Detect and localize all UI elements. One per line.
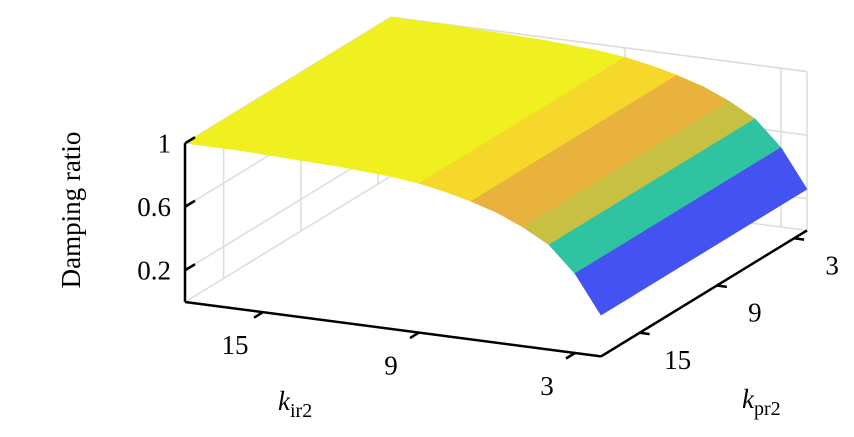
x-label-symbol: k: [278, 386, 291, 416]
y-tick: [793, 237, 805, 241]
y-tick-label: 15: [664, 345, 691, 375]
z-tick-label: 1: [158, 128, 172, 158]
y-tick: [639, 331, 650, 336]
z-tick: [184, 263, 196, 272]
box-edge: [184, 175, 392, 303]
x-label-subscript: ir2: [290, 400, 312, 422]
x-axis-label: kir2: [278, 386, 312, 422]
y-axis-label: kpr2: [742, 384, 781, 420]
x-tick-label: 15: [222, 330, 249, 360]
y-tick: [716, 284, 728, 289]
y-tick-label: 9: [748, 298, 762, 328]
z-axis-label: Damping ratio: [56, 132, 86, 289]
x-tick: [565, 351, 576, 360]
y-tick-label: 3: [825, 250, 839, 280]
y-label-symbol: k: [742, 384, 755, 414]
z-tick: [184, 136, 196, 145]
x-tick: [409, 331, 420, 340]
x-tick: [253, 311, 264, 319]
z-tick-label: 0.2: [137, 255, 171, 285]
z-tick-label: 0.6: [137, 192, 171, 222]
x-axis: [184, 300, 602, 358]
y-label-subscript: pr2: [754, 398, 781, 420]
surface-strip: [574, 147, 808, 316]
y-axis: [600, 229, 808, 358]
x-tick-label: 9: [384, 351, 398, 381]
z-tick: [184, 199, 196, 208]
x-tick-label: 3: [540, 371, 554, 401]
grid-line: [390, 16, 808, 73]
